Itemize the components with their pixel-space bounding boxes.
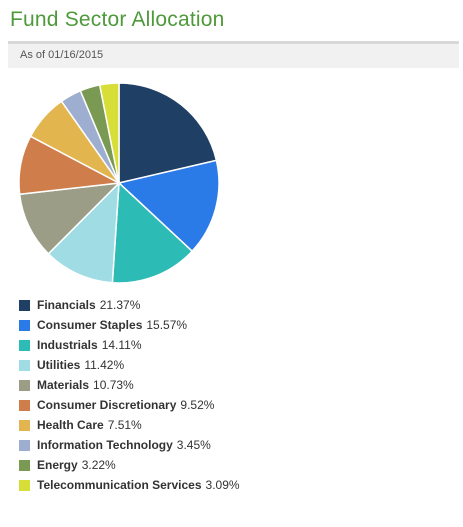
- pie-slice-consumer-staples[interactable]: [117, 159, 220, 253]
- legend-value: 10.73%: [93, 378, 134, 392]
- legend-value: 21.37%: [99, 298, 141, 312]
- legend-swatch: [19, 459, 30, 471]
- legend-label: Energy: [37, 458, 78, 472]
- legend-value: 3.45%: [176, 438, 211, 452]
- legend-swatch: [19, 439, 30, 451]
- legend-value: 15.57%: [146, 318, 188, 332]
- legend-swatch: [19, 299, 30, 311]
- legend-swatch: [19, 379, 30, 391]
- legend-value: 3.09%: [205, 478, 240, 492]
- pie-chart: [18, 82, 220, 284]
- legend-label: Telecommunication Services: [37, 478, 202, 492]
- legend-item-health-care: Health Care 7.51%: [19, 415, 240, 435]
- legend-item-materials: Materials 10.73%: [19, 375, 240, 395]
- legend-value: 9.52%: [180, 398, 215, 412]
- chart-legend: Financials 21.37% Consumer Staples 15.57% In…: [19, 295, 240, 495]
- legend-label: Industrials: [37, 338, 98, 352]
- legend-item-industrials: Industrials 14.11%: [19, 335, 240, 355]
- legend-value: 14.11%: [101, 338, 142, 352]
- legend-swatch: [19, 399, 30, 411]
- legend-label: Utilities: [37, 358, 81, 372]
- legend-swatch: [19, 359, 30, 371]
- page-title: Fund Sector Allocation: [10, 8, 225, 31]
- legend-item-financials: Financials 21.37%: [19, 295, 240, 315]
- pie-slice-materials[interactable]: [18, 182, 122, 255]
- legend-label: Financials: [37, 298, 96, 312]
- pie-chart-container: [0, 70, 240, 300]
- legend-label: Consumer Staples: [37, 318, 143, 332]
- legend-item-energy: Energy 3.22%: [19, 455, 240, 475]
- legend-item-utilities: Utilities 11.42%: [19, 355, 240, 375]
- legend-value: 11.42%: [84, 358, 125, 372]
- legend-item-information-technology: Information Technology 3.45%: [19, 435, 240, 455]
- legend-swatch: [19, 319, 30, 331]
- legend-label: Health Care: [37, 418, 104, 432]
- legend-swatch: [19, 479, 30, 491]
- legend-label: Materials: [37, 378, 90, 392]
- legend-item-telecommunication-services: Telecommunication Services 3.09%: [19, 475, 240, 495]
- pie-slice-financials[interactable]: [118, 82, 218, 184]
- pie-slice-telecommunication-services[interactable]: [98, 82, 120, 184]
- legend-value: 7.51%: [107, 418, 142, 432]
- as-of-bar: As of 01/16/2015: [8, 41, 459, 68]
- pie-slice-utilities[interactable]: [47, 181, 120, 284]
- pie-slice-industrials[interactable]: [111, 181, 194, 284]
- legend-label: Consumer Discretionary: [37, 398, 177, 412]
- legend-item-consumer-discretionary: Consumer Discretionary 9.52%: [19, 395, 240, 415]
- legend-label: Information Technology: [37, 438, 173, 452]
- legend-swatch: [19, 339, 30, 351]
- legend-item-consumer-staples: Consumer Staples 15.57%: [19, 315, 240, 335]
- legend-value: 3.22%: [81, 458, 116, 472]
- legend-swatch: [19, 419, 30, 431]
- as-of-date: As of 01/16/2015: [20, 49, 104, 61]
